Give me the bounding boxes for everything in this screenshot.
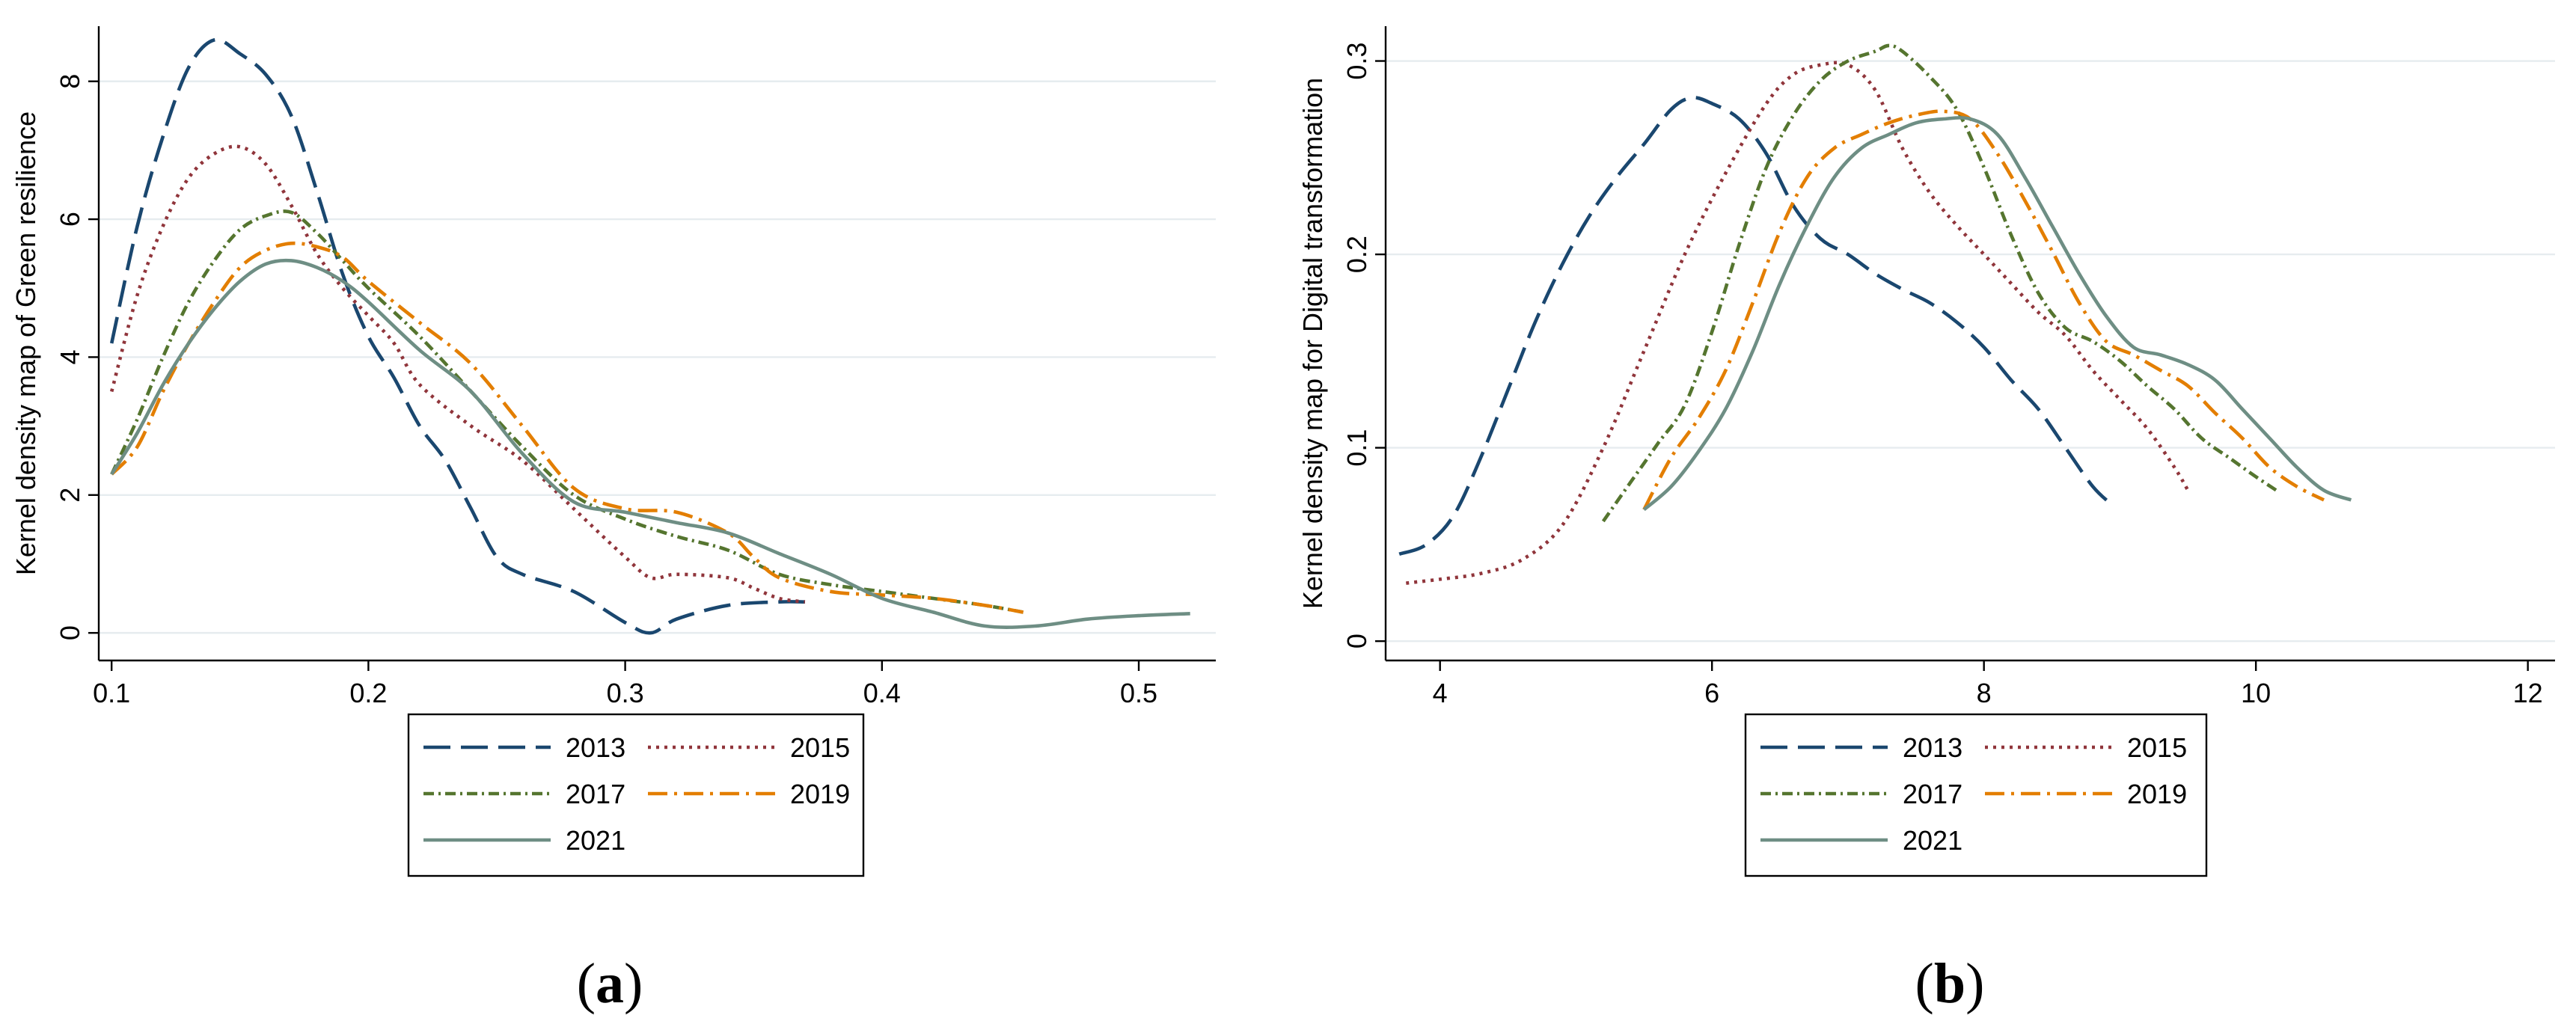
series-2019 — [110, 241, 1024, 614]
y-tick-label: 0.1 — [1341, 429, 1372, 467]
legend-label-2013: 2013 — [1903, 732, 1962, 763]
x-tick-label: 8 — [1977, 678, 1992, 708]
y-tick-label: 4 — [55, 349, 85, 364]
x-tick-label: 6 — [1704, 678, 1719, 708]
legend-label-2015: 2015 — [2127, 732, 2187, 763]
legend-label-2015: 2015 — [790, 732, 850, 763]
x-tick-label: 0.4 — [863, 678, 901, 708]
legend-box — [1744, 713, 2208, 877]
y-ticks: 0 0.1 0.2 0.3 — [1341, 43, 1386, 649]
chart-panel-b: 0 0.1 0.2 0.3 4 6 8 10 12 Kernel density map fo… — [1297, 26, 2555, 1015]
caption-letter: b — [1934, 952, 1965, 1015]
y-tick-label: 0.3 — [1341, 43, 1372, 80]
x-ticks: 4 6 8 10 12 — [1433, 660, 2543, 708]
grid-lines — [1386, 60, 2555, 643]
legend-label-2021: 2021 — [566, 825, 625, 856]
legend-label-2019: 2019 — [2127, 779, 2187, 809]
y-tick-label: 0 — [55, 625, 85, 640]
x-ticks: 0.1 0.2 0.3 0.4 0.5 — [93, 660, 1157, 708]
y-axis-label: Kernel density map of Green resilience — [10, 111, 41, 575]
legend-label-2019: 2019 — [790, 779, 850, 809]
chart-panel-a: 0 2 4 6 8 0.1 0.2 0.3 0.4 0.5 Kernel density map… — [10, 26, 1216, 1015]
y-axis-label: Kernel density map for Digital transform… — [1297, 78, 1328, 609]
legend-items: 2013 2015 2017 2019 2021 — [1760, 732, 2187, 856]
y-tick-label: 0 — [1341, 634, 1372, 649]
y-tick-label: 2 — [55, 488, 85, 503]
legend-label-2017: 2017 — [566, 779, 625, 809]
series-2015 — [109, 144, 806, 604]
y-tick-label: 8 — [55, 74, 85, 89]
grid-lines — [99, 80, 1216, 634]
series-2021 — [110, 258, 1190, 629]
legend: 2013 2015 2017 2019 2021 — [407, 713, 865, 877]
legend: 2013 2015 2017 2019 2021 — [1744, 713, 2208, 877]
y-tick-label: 6 — [55, 212, 85, 227]
y-ticks: 0 2 4 6 8 — [55, 74, 99, 640]
series-2013 — [1398, 96, 2114, 557]
series-2019 — [1642, 109, 2325, 511]
x-tick-label: 0.2 — [349, 678, 387, 708]
series-2015 — [1406, 61, 2190, 585]
legend-label-2021: 2021 — [1903, 825, 1962, 856]
caption-letter: a — [596, 952, 624, 1015]
x-tick-label: 12 — [2513, 678, 2543, 708]
series-lines — [109, 37, 1190, 635]
series-2021 — [1642, 116, 2352, 512]
y-tick-label: 0.2 — [1341, 236, 1372, 273]
panel-caption: (b) — [1915, 952, 1985, 1015]
x-tick-label: 4 — [1433, 678, 1448, 708]
legend-label-2013: 2013 — [566, 732, 625, 763]
x-tick-label: 0.3 — [607, 678, 644, 708]
x-tick-label: 0.1 — [93, 678, 130, 708]
series-2017 — [1601, 43, 2277, 523]
x-tick-label: 0.5 — [1120, 678, 1157, 708]
legend-label-2017: 2017 — [1903, 779, 1962, 809]
series-2013 — [109, 37, 805, 635]
legend-box — [407, 713, 865, 877]
series-2017 — [110, 209, 1024, 614]
series-lines — [1398, 43, 2352, 585]
x-tick-label: 10 — [2241, 678, 2271, 708]
panel-caption: (a) — [577, 952, 643, 1015]
legend-items: 2013 2015 2017 2019 2021 — [423, 732, 850, 856]
